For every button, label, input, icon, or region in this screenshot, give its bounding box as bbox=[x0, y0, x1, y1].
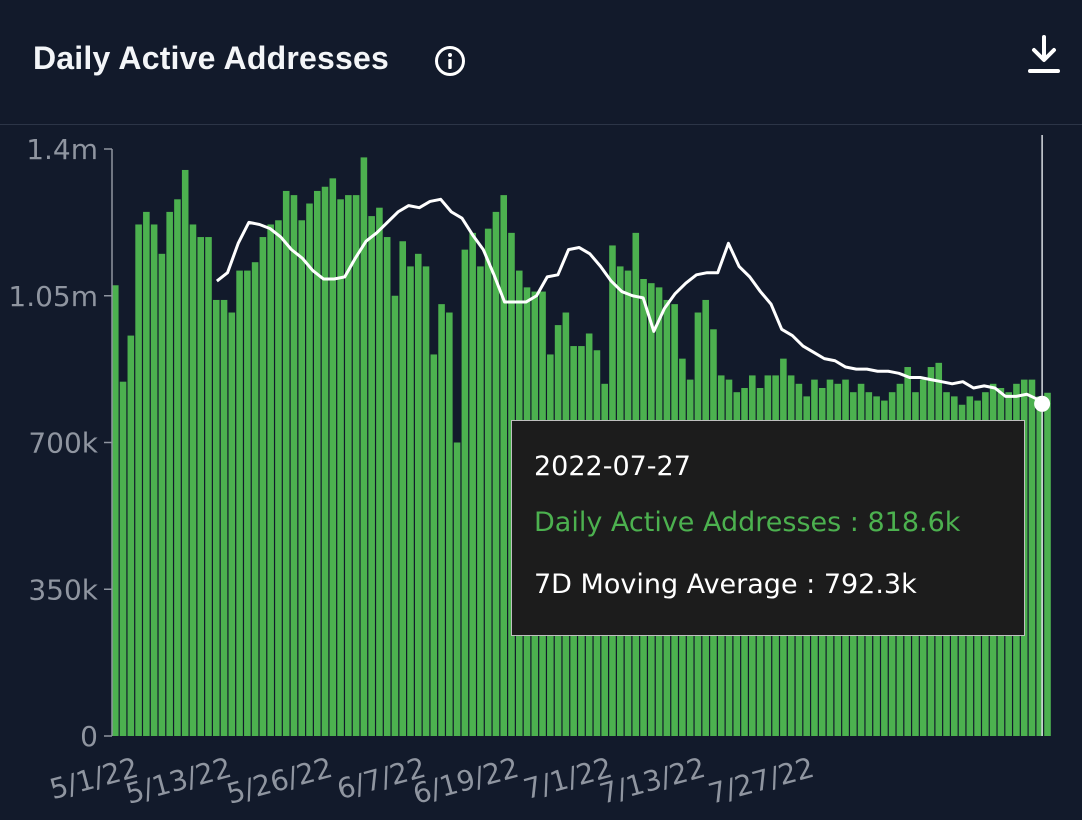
bar[interactable] bbox=[181, 169, 189, 737]
bar[interactable] bbox=[484, 228, 492, 736]
moving-average-series bbox=[215, 197, 1049, 406]
bar[interactable] bbox=[127, 335, 135, 736]
bar[interactable] bbox=[430, 354, 438, 736]
bar[interactable] bbox=[329, 178, 337, 737]
bar[interactable] bbox=[150, 224, 158, 736]
chart-title: Daily Active Addresses bbox=[33, 40, 389, 76]
y-tick-label: 1.05m bbox=[8, 280, 98, 313]
bar[interactable] bbox=[251, 262, 259, 736]
moving-average-line bbox=[215, 197, 1049, 406]
bar[interactable] bbox=[360, 157, 368, 736]
bar[interactable] bbox=[313, 190, 321, 736]
bar[interactable] bbox=[259, 237, 267, 737]
hover-point bbox=[1034, 395, 1051, 412]
y-tick-label: 1.4m bbox=[26, 133, 98, 166]
bar[interactable] bbox=[321, 186, 329, 737]
bar[interactable] bbox=[212, 299, 220, 736]
bar[interactable] bbox=[337, 199, 344, 736]
bar[interactable] bbox=[244, 270, 251, 736]
x-tick-label: 5/13/22 bbox=[122, 751, 235, 811]
bar[interactable] bbox=[461, 249, 469, 736]
x-tick-label: 7/27/22 bbox=[705, 751, 818, 811]
bar[interactable] bbox=[298, 220, 306, 736]
bar[interactable] bbox=[135, 224, 142, 736]
bar[interactable] bbox=[352, 195, 360, 736]
x-tick-label: 5/26/22 bbox=[223, 751, 336, 811]
info-icon[interactable] bbox=[434, 45, 466, 77]
chart-tooltip: 2022-07-27 Daily Active Addresses : 818.… bbox=[511, 420, 1025, 636]
hover-indicator bbox=[1034, 135, 1051, 736]
bar[interactable] bbox=[492, 211, 500, 736]
bar[interactable] bbox=[112, 285, 119, 736]
bar[interactable] bbox=[477, 266, 484, 736]
bar[interactable] bbox=[158, 253, 166, 736]
bar[interactable] bbox=[290, 195, 298, 736]
bar[interactable] bbox=[368, 216, 375, 737]
bar[interactable] bbox=[1036, 396, 1044, 736]
bar[interactable] bbox=[345, 195, 352, 736]
tooltip-date: 2022-07-27 bbox=[534, 451, 691, 482]
bar[interactable] bbox=[399, 241, 407, 736]
tooltip-moving-average: 7D Moving Average : 792.3k bbox=[534, 569, 917, 600]
bar[interactable] bbox=[469, 232, 476, 737]
bar[interactable] bbox=[306, 203, 313, 736]
bar[interactable] bbox=[282, 190, 290, 736]
bar[interactable] bbox=[119, 381, 127, 736]
chart-header: Daily Active Addresses bbox=[0, 0, 1082, 125]
x-tick-label: 6/19/22 bbox=[410, 751, 523, 811]
bar[interactable] bbox=[228, 312, 236, 736]
y-tick-label: 0 bbox=[80, 720, 98, 753]
bar[interactable] bbox=[422, 266, 430, 736]
download-icon[interactable] bbox=[1024, 33, 1064, 77]
bar[interactable] bbox=[220, 299, 228, 736]
bar[interactable] bbox=[166, 211, 173, 736]
bar[interactable] bbox=[143, 211, 150, 736]
tooltip-daily-active: Daily Active Addresses : 818.6k bbox=[534, 507, 961, 538]
bar[interactable] bbox=[391, 295, 399, 736]
bar[interactable] bbox=[1028, 379, 1036, 736]
bar[interactable] bbox=[376, 207, 383, 736]
bar[interactable] bbox=[453, 442, 461, 737]
bar[interactable] bbox=[1044, 392, 1051, 736]
bar[interactable] bbox=[189, 224, 197, 736]
bar[interactable] bbox=[383, 237, 391, 737]
bar[interactable] bbox=[500, 195, 507, 736]
bar[interactable] bbox=[438, 304, 445, 736]
y-tick-label: 350k bbox=[28, 573, 98, 606]
bar[interactable] bbox=[414, 253, 422, 736]
x-tick-label: 7/13/22 bbox=[596, 751, 709, 811]
bar[interactable] bbox=[236, 270, 243, 736]
bar[interactable] bbox=[446, 312, 453, 736]
y-axis: 0 350k 700k 1.05m 1.4m bbox=[8, 133, 113, 753]
bar[interactable] bbox=[174, 199, 181, 736]
bar[interactable] bbox=[197, 237, 205, 737]
bar[interactable] bbox=[205, 237, 212, 737]
x-axis: 5/1/225/13/225/26/226/7/226/19/227/1/227… bbox=[46, 751, 817, 811]
bar[interactable] bbox=[275, 220, 282, 736]
bar[interactable] bbox=[407, 266, 414, 736]
y-tick-label: 700k bbox=[28, 427, 98, 460]
bar[interactable] bbox=[267, 224, 274, 736]
